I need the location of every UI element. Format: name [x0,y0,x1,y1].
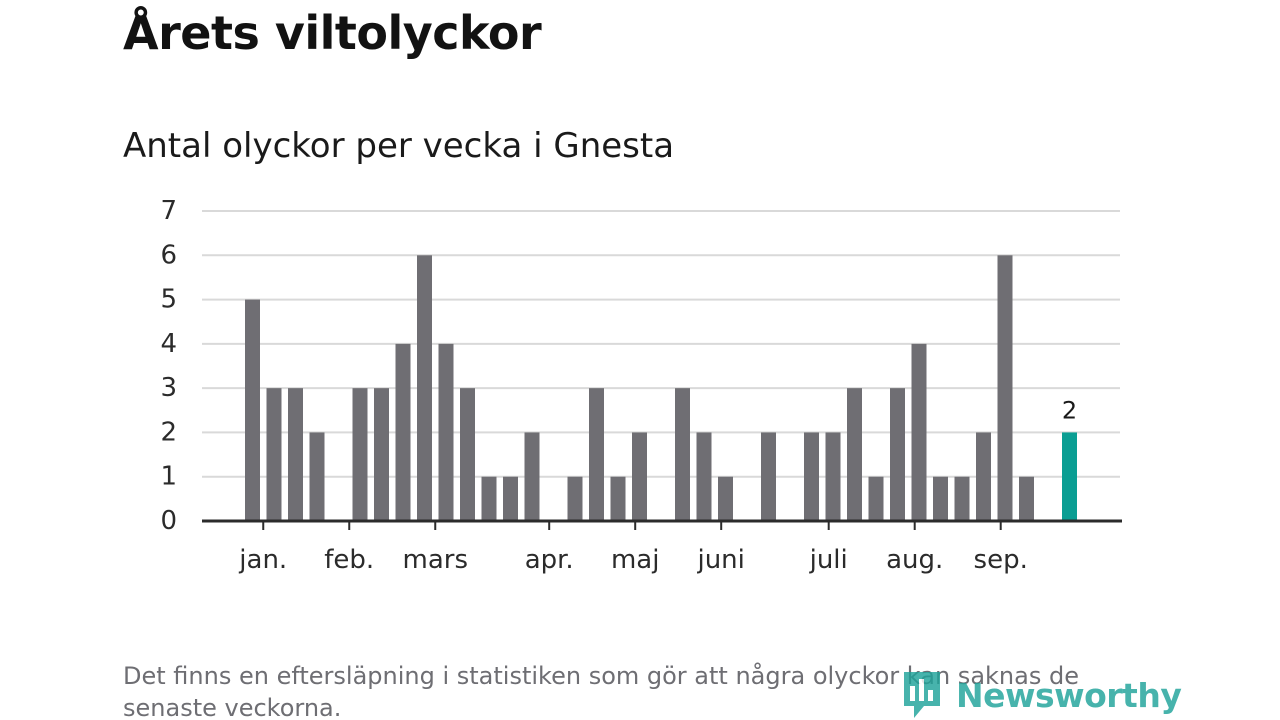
bar [761,432,776,521]
bar [847,388,862,521]
x-tick-label: feb. [324,545,374,575]
bar [718,476,733,521]
bar [503,476,518,521]
y-tick-label: 0 [160,506,177,536]
bar [417,255,432,522]
x-tick-label: apr. [525,545,574,575]
bar [868,476,884,521]
x-tick-label: aug. [886,545,943,575]
y-tick-label: 7 [160,196,177,226]
bar [374,388,389,521]
bar [610,476,626,521]
y-tick-label: 1 [160,462,177,492]
y-tick-label: 3 [160,373,177,403]
bar [632,432,647,521]
bar [309,432,325,521]
y-tick-label: 4 [160,329,177,359]
bar [890,388,905,521]
bar [352,388,368,521]
brand-name: Newsworthy [956,675,1182,715]
bar [288,388,303,521]
bar-highlighted [1062,432,1077,521]
bar [438,343,454,521]
bar [481,476,497,521]
bar [395,343,411,521]
bar [804,432,819,521]
y-tick-label: 6 [160,240,177,270]
bar [589,388,604,521]
highlight-value-label: 2 [1062,396,1077,424]
bar [933,476,948,521]
bar [1019,476,1034,521]
bar [266,388,282,521]
bar [997,255,1013,522]
bar [954,476,970,521]
y-tick-label: 2 [160,417,177,447]
x-tick-label: sep. [974,545,1028,575]
bar [976,432,991,521]
x-tick-label: mars [403,545,469,575]
x-tick-label: juni [696,545,744,575]
x-tick-label: jan. [238,545,287,575]
bar [825,432,841,521]
bar [460,388,475,521]
chart-title: Årets viltolyckor [123,6,542,60]
newsworthy-logo: Newsworthy [902,668,1182,720]
x-tick-label: maj [611,545,659,575]
bar [696,432,712,521]
chart-subtitle: Antal olyckor per vecka i Gnesta [123,126,675,166]
bar [567,476,583,521]
x-tick-label: juli [809,545,848,575]
bar [524,432,540,521]
bar [245,299,260,521]
bar [911,343,927,521]
newsworthy-logo-icon [904,672,940,718]
y-tick-label: 5 [160,285,177,315]
bar [675,388,690,521]
